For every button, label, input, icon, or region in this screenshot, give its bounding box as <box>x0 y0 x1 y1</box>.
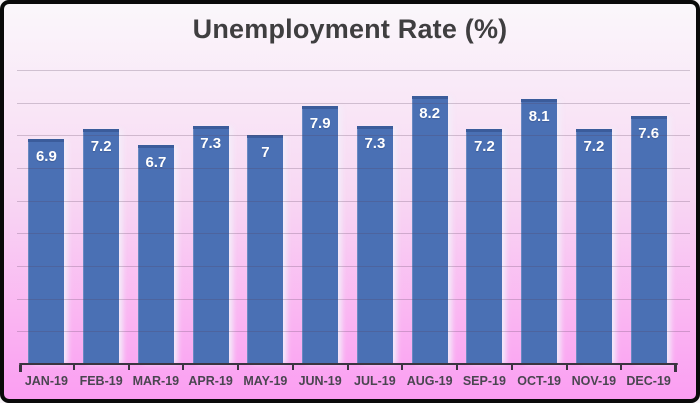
x-axis-label-jul-19: JUL-19 <box>354 374 396 388</box>
axis-tick <box>182 365 185 370</box>
x-axis-label-may-19: MAY-19 <box>243 374 288 388</box>
bar-slot: 7.2 <box>457 4 512 364</box>
bar-value-label: 8.2 <box>419 105 441 123</box>
bar-apr-19: 7.3 <box>192 125 229 364</box>
bar-value-label: 7.6 <box>638 124 660 142</box>
bar-may-19: 7 <box>247 135 284 364</box>
x-axis-labels: JAN-19 FEB-19 MAR-19 APR-19 MAY-19 JUN-19 JUL-… <box>19 374 676 388</box>
bar-slot: 6.7 <box>129 4 184 364</box>
bar-aug-19: 8.2 <box>411 96 448 364</box>
bar-dec-19: 7.6 <box>630 115 667 364</box>
bar-slot: 8.1 <box>512 4 567 364</box>
axis-tick <box>127 365 130 370</box>
bar-slot: 8.2 <box>402 4 457 364</box>
bar-sep-19: 7.2 <box>466 128 503 364</box>
bar-slot: 7.2 <box>74 4 129 364</box>
bar-slot: 7.6 <box>621 4 676 364</box>
x-axis-label-nov-19: NOV-19 <box>571 374 617 388</box>
bar-value-label: 7.3 <box>364 134 386 152</box>
axis-tick <box>565 365 568 370</box>
x-axis-label-mar-19: MAR-19 <box>132 374 180 388</box>
bar-value-label: 7.2 <box>473 137 495 155</box>
bar-nov-19: 7.2 <box>575 128 612 364</box>
x-axis-line <box>19 363 678 372</box>
x-axis-label-oct-19: OCT-19 <box>517 374 561 388</box>
x-axis-label-jun-19: JUN-19 <box>298 374 342 388</box>
bar-value-label: 7.3 <box>200 134 222 152</box>
axis-tick <box>456 365 458 370</box>
x-axis-label-aug-19: AUG-19 <box>406 374 453 388</box>
axis-tick <box>620 365 623 370</box>
bar-slot: 7.2 <box>567 4 622 364</box>
bar-value-label: 7.2 <box>583 137 605 155</box>
bar-value-label: 8.1 <box>528 108 550 126</box>
axis-tick <box>510 365 513 370</box>
x-axis-label-sep-19: SEP-19 <box>462 374 506 388</box>
bar-jan-19: 6.9 <box>28 138 65 364</box>
bar-slot: 7.3 <box>348 4 403 364</box>
axis-tick <box>291 365 294 370</box>
axis-tick <box>346 365 349 370</box>
axis-tick <box>72 365 75 370</box>
bar-jul-19: 7.3 <box>356 125 393 364</box>
x-axis-label-jan-19: JAN-19 <box>24 374 68 388</box>
axis-tick <box>401 365 404 370</box>
axis-tick <box>674 365 677 372</box>
bar-oct-19: 8.1 <box>521 99 558 364</box>
bar-jun-19: 7.9 <box>302 105 339 364</box>
plot-area: 6.9 7.2 6.7 7.3 7 7.9 7.3 8.2 7.2 8.1 7.2 7.6 <box>19 4 676 364</box>
x-axis-label-dec-19: DEC-19 <box>626 374 671 388</box>
bar-slot: 7.9 <box>293 4 348 364</box>
axis-tick <box>19 365 22 372</box>
x-axis-label-feb-19: FEB-19 <box>79 374 123 388</box>
bar-slot: 6.9 <box>19 4 74 364</box>
bar-slot: 7.3 <box>183 4 238 364</box>
chart-title: Unemployment Rate (%) <box>192 14 508 44</box>
x-axis-label-apr-19: APR-19 <box>188 374 233 388</box>
bar-value-label: 7.2 <box>90 137 112 155</box>
bar-value-label: 7.9 <box>309 114 331 132</box>
bar-slot: 7 <box>238 4 293 364</box>
bar-value-label: 6.9 <box>35 147 57 165</box>
bar-value-label: 7 <box>261 144 270 162</box>
bar-mar-19: 6.7 <box>137 145 174 364</box>
axis-tick <box>237 365 239 370</box>
bar-feb-19: 7.2 <box>83 128 120 364</box>
bar-value-label: 6.7 <box>145 154 167 172</box>
